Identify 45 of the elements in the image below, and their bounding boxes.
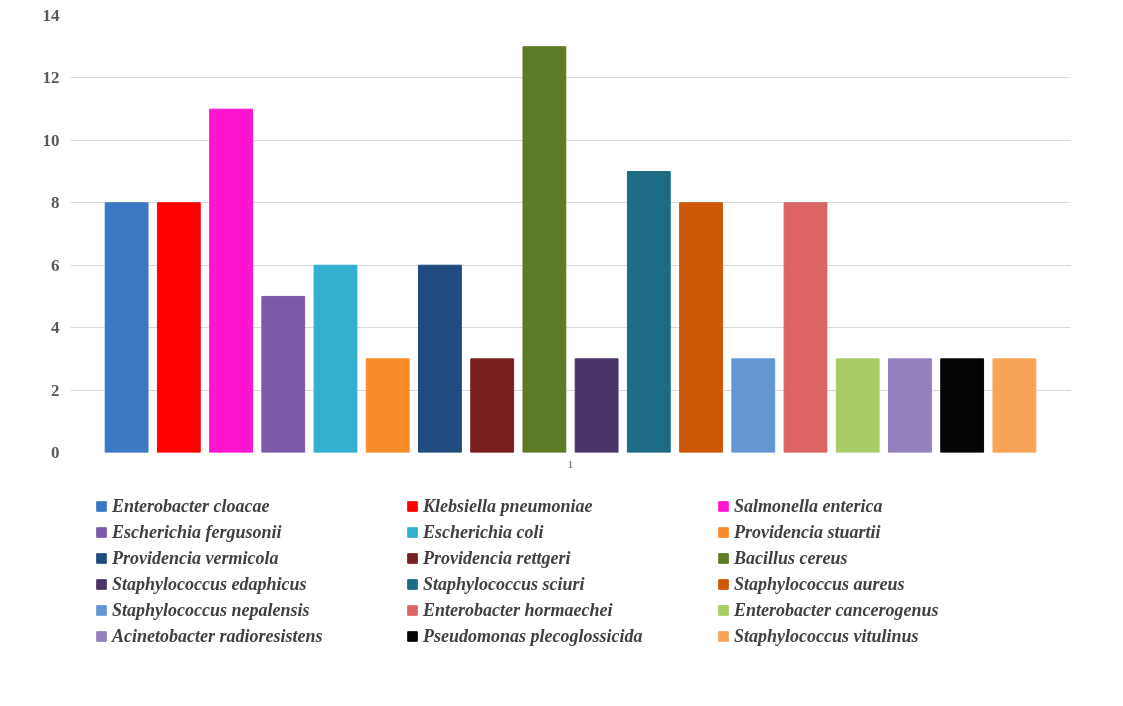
bar <box>156 202 201 453</box>
x-tick-label: 1 <box>567 457 574 470</box>
legend-label: Staphylococcus vitulinus <box>734 625 920 647</box>
bar <box>522 46 567 453</box>
legend-label: Acinetobacter radioresistens <box>112 625 324 647</box>
bar <box>731 358 776 453</box>
bar <box>104 202 149 453</box>
bar <box>888 358 932 453</box>
bar <box>992 358 1037 453</box>
legend-label: Enterobacter cancerogenus <box>734 599 940 621</box>
y-tick-label: 12 <box>42 68 60 88</box>
bar <box>835 358 880 453</box>
bar <box>574 358 619 453</box>
bar <box>679 202 723 453</box>
legend-label: Staphylococcus nepalensis <box>112 599 311 621</box>
bar <box>365 358 410 453</box>
legend-label: Providencia vermicola <box>112 547 280 569</box>
legend-label: Providencia rettgeri <box>423 547 572 569</box>
y-tick-label: 2 <box>51 380 60 400</box>
legend-label: Salmonella enterica <box>734 495 884 517</box>
y-tick-label: 4 <box>51 318 60 338</box>
bar <box>209 108 253 453</box>
legend-label: Escherichia fergusonii <box>112 521 283 543</box>
bar <box>940 358 985 453</box>
legend-label: Staphylococcus aureus <box>734 573 906 595</box>
y-tick-label: 14 <box>42 6 60 25</box>
y-tick-label: 0 <box>51 443 60 462</box>
bar <box>783 202 828 453</box>
legend-label: Escherichia coli <box>423 521 545 543</box>
legend-label: Klebsiella pneumoniae <box>423 495 594 517</box>
bar <box>470 358 515 453</box>
y-tick-label: 10 <box>42 130 60 150</box>
y-tick-label: 6 <box>51 255 60 275</box>
legend-label: Enterobacter hormaechei <box>423 599 614 621</box>
legend-label: Providencia stuartii <box>734 521 882 543</box>
legend-label: Staphylococcus edaphicus <box>112 573 308 595</box>
legend-label: Staphylococcus sciuri <box>423 573 586 595</box>
y-tick-label: 8 <box>51 193 60 213</box>
legend-label: Pseudomonas plecoglossicida <box>423 625 644 647</box>
bar <box>626 171 671 453</box>
bar <box>313 264 358 453</box>
bar <box>261 295 306 453</box>
bar <box>418 264 462 453</box>
legend-label: Bacillus cereus <box>734 547 849 569</box>
legend-label: Enterobacter cloacae <box>112 495 271 517</box>
